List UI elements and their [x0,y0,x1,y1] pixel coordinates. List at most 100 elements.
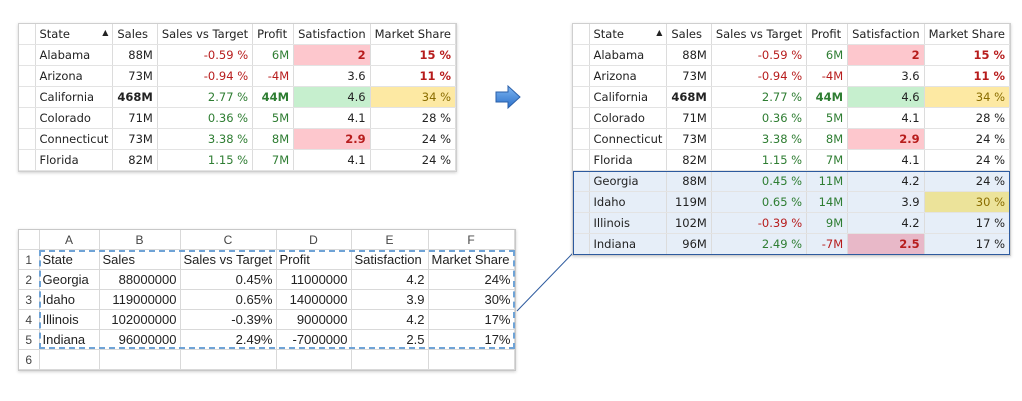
sheet-cell[interactable]: 119000000 [99,289,181,310]
sheet-cell[interactable]: 102000000 [99,309,181,330]
cell-satisfaction[interactable]: 2 [293,44,371,66]
column-letter-d[interactable]: D [276,230,352,250]
cell-sales-vs-target[interactable]: -0.59 % [711,44,808,66]
cell-market-share[interactable]: 15 % [370,44,457,66]
sheet-cell[interactable]: 17% [428,329,515,350]
cell-profit[interactable]: 14M [806,191,849,213]
cell-sales-vs-target[interactable]: 2.77 % [711,86,808,108]
cell-satisfaction[interactable]: 3.6 [847,65,925,87]
cell-market-share[interactable]: 28 % [370,107,457,129]
cell-satisfaction[interactable]: 4.6 [847,86,925,108]
table-row[interactable]: Arizona 73M -0.94 % -4M 3.6 11 % [19,65,457,87]
row-indicator[interactable] [573,65,590,87]
cell-market-share[interactable]: 24 % [924,149,1011,171]
cell-state[interactable]: Idaho [589,191,668,213]
table-row[interactable]: Arizona 73M -0.94 % -4M 3.6 11 % [573,65,1011,87]
sheet-cell[interactable]: 24% [428,269,515,290]
cell-market-share[interactable]: 11 % [370,65,457,87]
sheet-cell[interactable]: Market Share [428,249,515,270]
row-indicator[interactable] [19,149,36,171]
cell-state[interactable]: Colorado [35,107,114,129]
cell-market-share[interactable]: 15 % [924,44,1011,66]
column-header-satisfaction[interactable]: Satisfaction [293,24,371,45]
sheet-cell[interactable]: 88000000 [99,269,181,290]
cell-sales[interactable]: 88M [666,44,712,66]
row-number[interactable]: 1 [19,249,40,270]
cell-sales-vs-target[interactable]: -0.59 % [157,44,254,66]
table-row-pasted[interactable]: Illinois 102M -0.39 % 9M 4.2 17 % [573,212,1011,234]
sheet-cell[interactable]: 9000000 [276,309,352,330]
sheet-cell[interactable]: 96000000 [99,329,181,350]
cell-satisfaction[interactable]: 4.2 [847,212,925,234]
cell-state[interactable]: Indiana [589,233,668,255]
row-indicator[interactable] [573,107,590,129]
cell-satisfaction[interactable]: 4.6 [293,86,371,108]
table-row-pasted[interactable]: Idaho 119M 0.65 % 14M 3.9 30 % [573,191,1011,213]
row-indicator[interactable] [573,149,590,171]
row-number[interactable]: 6 [19,349,40,370]
cell-profit[interactable]: 44M [252,86,295,108]
sheet-cell[interactable]: 4.2 [351,309,429,330]
cell-sales[interactable]: 102M [666,212,712,234]
cell-sales[interactable]: 71M [666,107,712,129]
cell-sales[interactable]: 119M [666,191,712,213]
cell-sales[interactable]: 96M [666,233,712,255]
cell-sales-vs-target[interactable]: 0.65 % [711,191,808,213]
row-indicator[interactable] [573,128,590,150]
column-header-sales[interactable]: Sales [666,24,712,45]
row-indicator[interactable] [19,65,36,87]
cell-sales[interactable]: 88M [666,170,712,192]
cell-satisfaction[interactable]: 4.2 [847,170,925,192]
cell-sales-vs-target[interactable]: -0.94 % [157,65,254,87]
sheet-cell[interactable]: -7000000 [276,329,352,350]
cell-market-share[interactable]: 17 % [924,212,1011,234]
row-indicator[interactable] [19,107,36,129]
cell-market-share[interactable]: 24 % [924,128,1011,150]
sheet-cell[interactable]: Sales [99,249,181,270]
cell-satisfaction[interactable]: 4.1 [847,107,925,129]
column-header-profit[interactable]: Profit [806,24,849,45]
table-row[interactable]: Colorado 71M 0.36 % 5M 4.1 28 % [19,107,457,129]
cell-sales-vs-target[interactable]: 1.15 % [711,149,808,171]
cell-satisfaction[interactable]: 3.6 [293,65,371,87]
row-indicator[interactable] [573,170,590,192]
cell-market-share[interactable]: 24 % [370,149,457,171]
row-indicator[interactable] [573,44,590,66]
cell-profit[interactable]: -4M [806,65,849,87]
cell-market-share[interactable]: 17 % [924,233,1011,255]
cell-state[interactable]: Connecticut [35,128,114,150]
sheet-cell[interactable]: 3.9 [351,289,429,310]
sheet-cell[interactable]: 0.65% [180,289,277,310]
cell-state[interactable]: Florida [589,149,668,171]
table-row[interactable]: Connecticut 73M 3.38 % 8M 2.9 24 % [573,128,1011,150]
cell-state[interactable]: Florida [35,149,114,171]
column-header-market-share[interactable]: Market Share [924,24,1011,45]
row-number[interactable]: 5 [19,329,40,350]
cell-satisfaction[interactable]: 2 [847,44,925,66]
cell-state[interactable]: Arizona [589,65,668,87]
cell-sales-vs-target[interactable]: 2.49 % [711,233,808,255]
cell-sales[interactable]: 73M [666,65,712,87]
cell-profit[interactable]: 7M [806,149,849,171]
row-indicator[interactable] [19,44,36,66]
cell-market-share[interactable]: 30 % [924,191,1011,213]
cell-state[interactable]: California [589,86,668,108]
cell-state[interactable]: Colorado [589,107,668,129]
sheet-cell[interactable]: 4.2 [351,269,429,290]
table-row[interactable]: Alabama 88M -0.59 % 6M 2 15 % [19,44,457,66]
column-header-market-share[interactable]: Market Share [370,24,457,45]
table-row-pasted[interactable]: Georgia 88M 0.45 % 11M 4.2 24 % [573,170,1011,192]
cell-sales-vs-target[interactable]: 3.38 % [711,128,808,150]
table-row-pasted[interactable]: Indiana 96M 2.49 % -7M 2.5 17 % [573,233,1011,255]
column-header-state[interactable]: State ▲ [589,24,668,45]
cell-sales[interactable]: 82M [666,149,712,171]
sheet-cell[interactable]: Satisfaction [351,249,429,270]
cell-profit[interactable]: 6M [806,44,849,66]
table-row[interactable]: California 468M 2.77 % 44M 4.6 34 % [573,86,1011,108]
column-header-sales[interactable]: Sales [112,24,158,45]
cell-satisfaction[interactable]: 3.9 [847,191,925,213]
column-letter-b[interactable]: B [99,230,181,250]
cell-sales[interactable]: 88M [112,44,158,66]
column-header-state[interactable]: State ▲ [35,24,114,45]
row-indicator[interactable] [573,233,590,255]
